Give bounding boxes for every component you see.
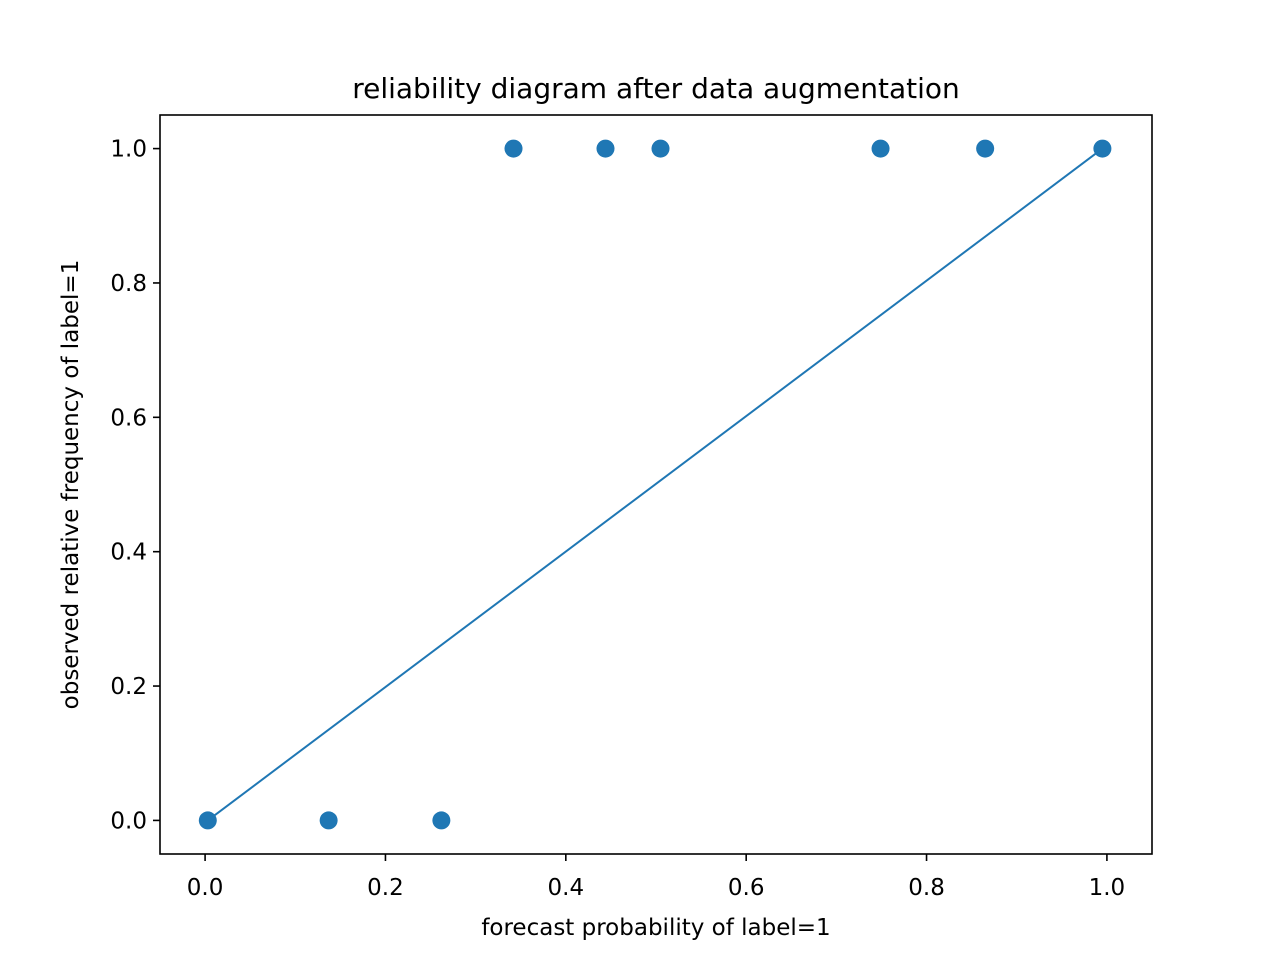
scatter-point <box>1093 139 1112 158</box>
y-tick-label: 1.0 <box>110 137 147 163</box>
x-tick-label: 0.6 <box>728 875 765 901</box>
x-axis-label: forecast probability of label=1 <box>481 915 830 941</box>
plot-frame <box>159 114 1153 855</box>
scatter-point <box>651 139 670 158</box>
scatter-point <box>596 139 615 158</box>
x-tick-label: 1.0 <box>1089 875 1126 901</box>
x-tick-label: 0.8 <box>908 875 945 901</box>
y-tick-label: 0.0 <box>110 808 147 834</box>
scatter-point <box>976 139 995 158</box>
scatter-point <box>432 811 451 830</box>
y-axis-label: observed relative frequency of label=1 <box>58 260 84 710</box>
chart-title: reliability diagram after data augmentat… <box>352 72 960 105</box>
scatter-point <box>504 139 523 158</box>
x-tick-label: 0.4 <box>548 875 585 901</box>
scatter-point <box>198 811 217 830</box>
scatter-point <box>319 811 338 830</box>
x-tick-label: 0.0 <box>187 875 224 901</box>
axis-ticks: 0.0 0.2 0.4 0.6 0.8 1.0 0.0 0.2 0.4 0.6 0.8 1.0 <box>110 137 1125 901</box>
scatter-point <box>871 139 890 158</box>
x-tick-label: 0.2 <box>367 875 404 901</box>
diagonal-line <box>207 147 1104 822</box>
y-tick-label: 0.8 <box>110 271 147 297</box>
y-tick-label: 0.6 <box>110 405 147 431</box>
plot-marks <box>198 139 1112 830</box>
y-tick-label: 0.2 <box>110 674 147 700</box>
y-tick-label: 0.4 <box>110 540 147 566</box>
